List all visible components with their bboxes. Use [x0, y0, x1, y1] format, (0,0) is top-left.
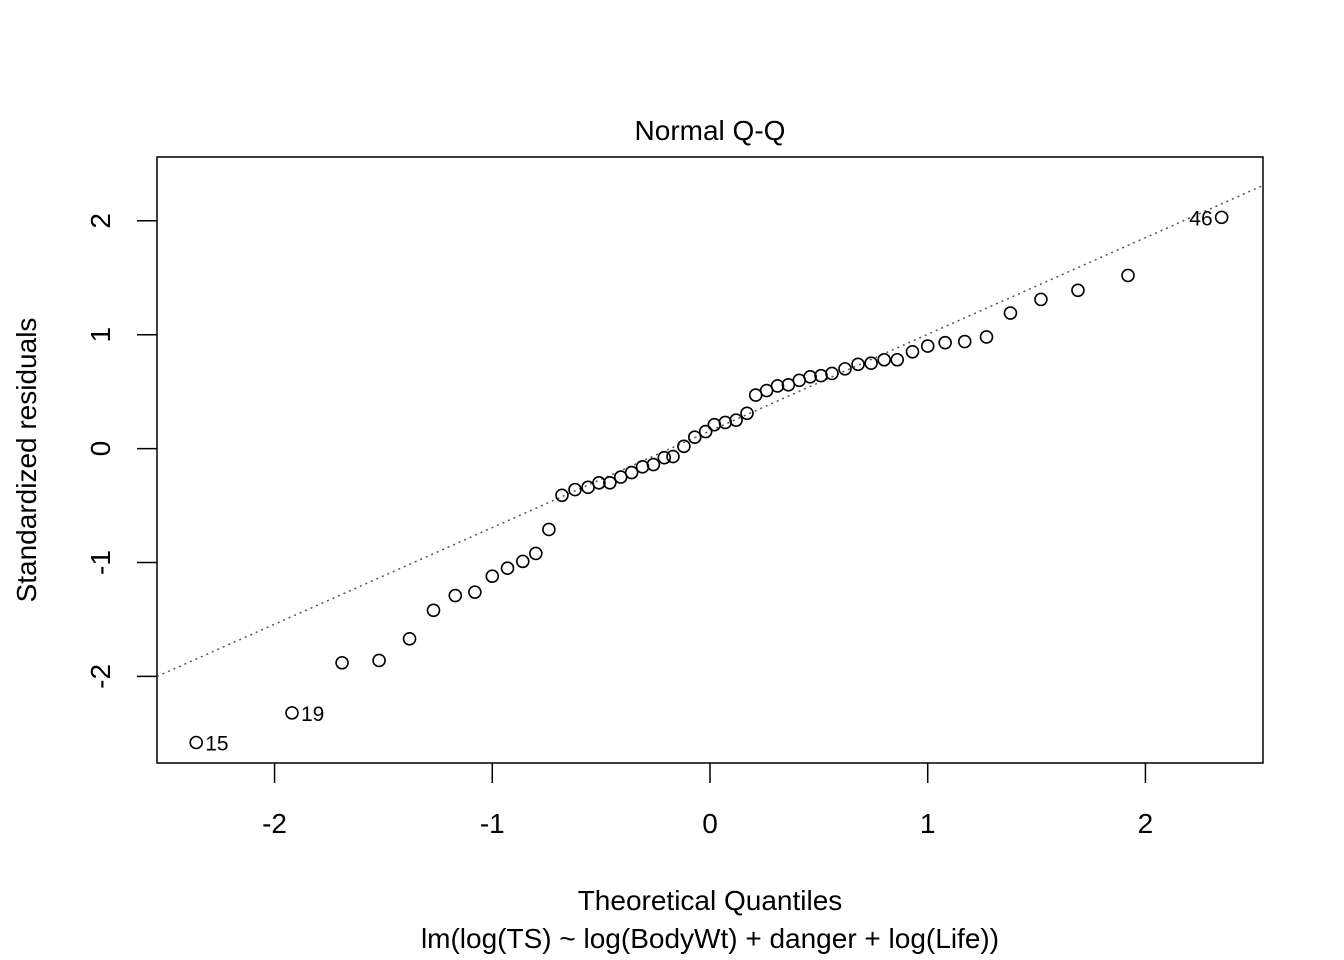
qq-point [189, 735, 203, 750]
chart-title: Normal Q-Q [635, 115, 786, 146]
points-series [189, 210, 1229, 750]
qq-point [592, 475, 606, 490]
qq-point [1034, 292, 1048, 307]
qq-point [864, 356, 878, 370]
qq-point [1121, 268, 1135, 283]
x-axis-label: Theoretical Quantiles [578, 885, 843, 916]
qq-point [920, 339, 935, 353]
plot-frame [156, 156, 1264, 764]
y-axis-label: Standardized residuals [11, 318, 42, 603]
model-formula-label: lm(log(TS) ~ log(BodyWt) + danger + log(… [421, 923, 999, 954]
x-tick-label: 0 [702, 808, 718, 839]
qq-point [770, 379, 785, 393]
qq-point [825, 366, 839, 381]
qq-point [957, 334, 972, 349]
qq-point [851, 357, 865, 372]
x-axis: -2 -1 0 1 2 [262, 763, 1153, 839]
qq-point [666, 449, 680, 464]
qq-point [740, 406, 754, 421]
qq-point [603, 475, 617, 490]
qq-point [718, 415, 733, 430]
qq-point [335, 655, 349, 670]
point-label: 15 [205, 732, 228, 755]
qq-point [707, 417, 722, 432]
qq-point [402, 632, 417, 646]
y-tick-label: 2 [85, 213, 116, 229]
qq-point [677, 439, 691, 454]
qq-point [905, 344, 920, 359]
point-label: 46 [1189, 207, 1212, 230]
qq-point [646, 457, 661, 472]
qq-point [468, 585, 482, 599]
qq-point [448, 588, 463, 603]
qq-point [285, 706, 299, 720]
qq-point [555, 488, 569, 503]
qq-point [624, 465, 639, 480]
y-tick-label: 1 [85, 327, 116, 343]
qq-point [515, 554, 530, 569]
qq-point [529, 546, 543, 561]
qq-point [500, 561, 515, 576]
qq-point [1003, 306, 1018, 320]
qq-point [1071, 283, 1085, 298]
qq-point [890, 352, 905, 367]
qq-point [568, 482, 582, 497]
qq-point [542, 522, 556, 537]
qq-point [687, 430, 702, 445]
qq-point [729, 413, 743, 427]
point-labels: 15 19 46 [205, 207, 1212, 755]
qq-point [698, 424, 713, 439]
point-label: 19 [301, 703, 324, 726]
y-tick-label: 0 [85, 441, 116, 457]
x-tick-label: -2 [262, 808, 287, 839]
y-axis: -2 -1 0 1 2 [85, 213, 157, 689]
qq-point [426, 603, 441, 618]
qq-point [372, 653, 386, 668]
x-tick-label: -1 [480, 808, 505, 839]
qq-point [803, 370, 817, 384]
x-tick-label: 1 [920, 808, 936, 839]
y-tick-label: -2 [85, 664, 116, 689]
qq-point [979, 330, 994, 344]
y-tick-label: -1 [85, 550, 116, 575]
qq-point [635, 460, 650, 474]
qq-point [938, 335, 952, 350]
qq-point [1214, 210, 1229, 225]
x-tick-label: 2 [1138, 808, 1154, 839]
qq-point [657, 450, 672, 465]
qq-point [838, 362, 852, 376]
qq-point [485, 569, 500, 583]
qq-point [877, 352, 891, 367]
reference-line [156, 184, 1264, 678]
